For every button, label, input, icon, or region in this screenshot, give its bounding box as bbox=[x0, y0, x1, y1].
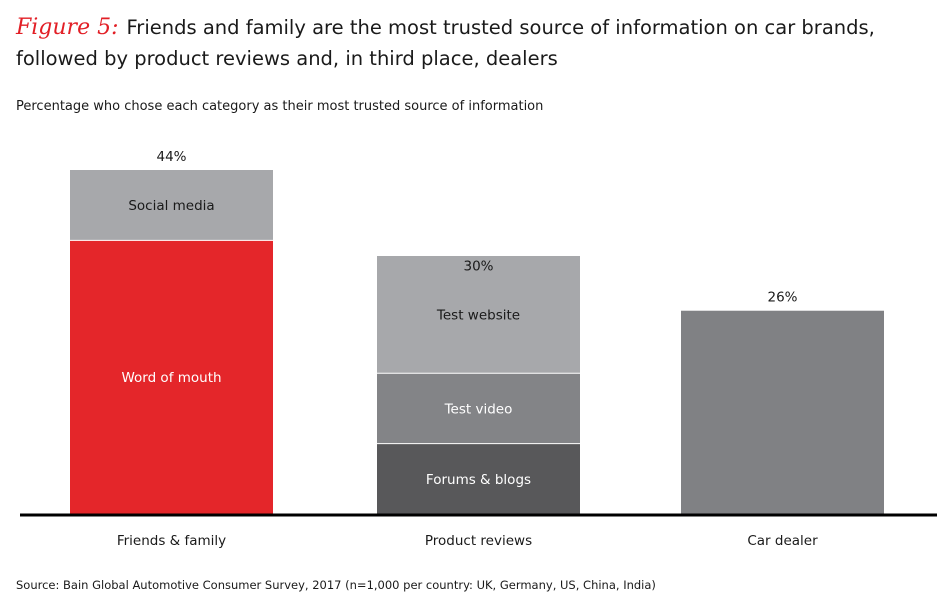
bar-segment-1-0 bbox=[377, 443, 580, 514]
segment-label-0-1: Social media bbox=[128, 198, 214, 214]
chart-subtitle: Percentage who chose each category as th… bbox=[16, 99, 544, 114]
chart-title: Figure 5: Friends and family are the most… bbox=[16, 12, 941, 74]
bar-segment-0-1 bbox=[70, 170, 273, 241]
segment-label-0-0: Word of mouth bbox=[121, 370, 221, 386]
title-text: Friends and family are the most trusted … bbox=[16, 16, 875, 70]
bar-segment-2-0 bbox=[681, 310, 884, 514]
total-label-1: 30% bbox=[463, 258, 493, 274]
segment-label-1-2: Test website bbox=[436, 308, 520, 324]
segment-label-1-1: Test video bbox=[444, 401, 513, 417]
bar-segment-1-2 bbox=[377, 256, 580, 374]
bar-segment-0-0 bbox=[70, 240, 273, 514]
source-note: Source: Bain Global Automotive Consumer … bbox=[16, 578, 656, 592]
segment-label-1-0: Forums & blogs bbox=[426, 472, 531, 488]
category-label-2: Car dealer bbox=[747, 533, 818, 549]
category-label-1: Product reviews bbox=[425, 533, 532, 549]
bar-segment-1-1 bbox=[377, 373, 580, 444]
category-label-0: Friends & family bbox=[117, 533, 226, 549]
total-label-0: 44% bbox=[156, 149, 186, 165]
total-label-2: 26% bbox=[767, 290, 797, 306]
figure-label: Figure 5: bbox=[16, 15, 119, 40]
